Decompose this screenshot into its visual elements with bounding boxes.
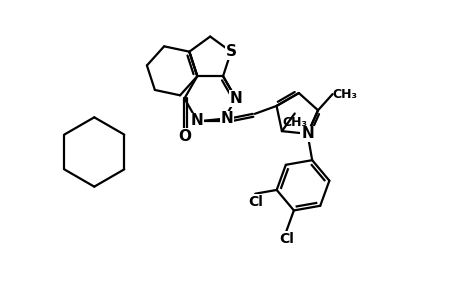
Text: S: S: [225, 44, 236, 59]
Text: N: N: [229, 91, 242, 106]
Text: Cl: Cl: [247, 195, 262, 209]
Text: CH₃: CH₃: [331, 88, 356, 100]
Text: CH₃: CH₃: [282, 116, 307, 129]
Text: Cl: Cl: [279, 232, 293, 246]
Text: O: O: [178, 129, 190, 144]
Text: N: N: [220, 111, 233, 126]
Text: N: N: [190, 113, 203, 128]
Text: N: N: [301, 126, 313, 141]
